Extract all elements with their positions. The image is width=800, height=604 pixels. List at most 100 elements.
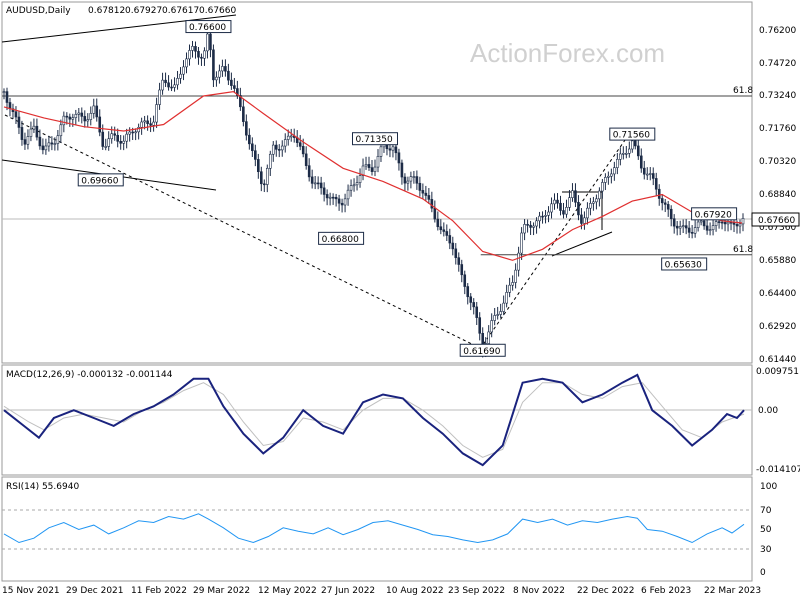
candle — [571, 183, 574, 202]
candle — [568, 190, 571, 211]
candle-body — [289, 135, 293, 138]
candle-body — [155, 104, 158, 123]
price-label-text: 0.76600 — [189, 23, 226, 33]
candle — [334, 193, 338, 207]
candle — [424, 185, 428, 201]
candle-body — [283, 139, 287, 147]
candle — [520, 227, 523, 260]
candle-body — [230, 79, 233, 86]
candle-body — [445, 231, 449, 236]
price-tick: 0.61440 — [759, 355, 796, 365]
candle-body — [415, 176, 419, 184]
candle — [17, 110, 21, 135]
candle — [194, 41, 197, 59]
time-tick: 29 Mar 2022 — [193, 586, 250, 596]
candle-body — [152, 121, 155, 126]
candle-body — [379, 146, 383, 157]
candle — [538, 211, 541, 229]
price-tick: 0.70320 — [759, 157, 796, 167]
candle-body — [568, 197, 571, 208]
candle-body — [242, 106, 245, 122]
candle-body — [337, 198, 341, 204]
candle — [622, 146, 625, 160]
candle — [628, 141, 631, 158]
candle — [149, 117, 152, 133]
candle — [134, 128, 137, 141]
candle — [448, 228, 452, 250]
candle-body — [717, 221, 721, 223]
candle-body — [499, 311, 502, 315]
candle — [666, 201, 670, 217]
price-label-text: 0.71560 — [613, 131, 650, 141]
candle — [610, 168, 613, 184]
candle — [454, 243, 458, 265]
candle — [98, 109, 102, 137]
candle-body — [574, 190, 577, 203]
candle-body — [322, 187, 326, 195]
candle-body — [559, 202, 562, 211]
candle-body — [451, 242, 455, 250]
candle-body — [110, 133, 114, 140]
candle-body — [529, 224, 532, 228]
candle — [589, 197, 592, 216]
price-label: 0.65630 — [661, 257, 708, 271]
rising-dotted-trendline — [479, 129, 633, 350]
price-tick: 0.74720 — [759, 59, 796, 69]
candle-body — [469, 296, 473, 303]
candle-body — [663, 202, 667, 205]
rsi-title: RSI(14) 55.6940 — [6, 482, 79, 492]
rsi-tick: 100 — [760, 482, 777, 492]
price-label-text: 0.65630 — [665, 260, 702, 270]
candle-body — [20, 127, 24, 140]
candle-body — [693, 227, 697, 234]
rsi-tick: 50 — [760, 525, 772, 535]
candle-body — [262, 183, 266, 186]
candle-body — [592, 201, 595, 204]
time-tick: 10 Aug 2022 — [386, 586, 444, 596]
candle-body — [654, 178, 658, 190]
candle — [182, 60, 185, 81]
candle — [188, 44, 191, 66]
time-tick: 11 Feb 2022 — [131, 586, 187, 596]
candle-body — [173, 84, 176, 88]
candle-body — [179, 73, 182, 79]
candle-body — [660, 198, 664, 204]
price-label-box — [351, 132, 398, 146]
candle-body — [726, 221, 730, 225]
candle — [38, 129, 42, 150]
candle-body — [681, 225, 685, 227]
macd-tick: 0.00 — [758, 406, 778, 416]
candle — [388, 143, 392, 158]
candle-body — [436, 218, 440, 228]
price-label: 0.71560 — [609, 127, 656, 141]
price-candles — [2, 29, 745, 358]
candle-body — [553, 199, 556, 205]
candle — [409, 171, 413, 189]
candle-body — [648, 173, 652, 175]
candle-body — [221, 66, 224, 72]
candle — [613, 161, 616, 181]
candle-body — [239, 95, 242, 108]
candle — [83, 110, 87, 128]
falling-dotted-trendline — [4, 114, 483, 350]
candle-body — [194, 46, 197, 52]
candle — [496, 306, 499, 320]
candle-body — [541, 215, 544, 218]
candle-body — [59, 124, 63, 137]
candle — [403, 173, 407, 191]
candle — [711, 218, 715, 236]
time-tick: 22 Dec 2022 — [577, 586, 635, 596]
watermark: ActionForex.com — [470, 38, 665, 68]
candle-body — [224, 66, 227, 72]
candle-body — [23, 139, 27, 145]
candle-body — [412, 176, 416, 178]
macd-tick: -0.014107 — [756, 465, 800, 475]
candle — [355, 175, 359, 191]
current-price-box — [751, 212, 800, 227]
candle-body — [424, 192, 428, 196]
candle-body — [538, 215, 541, 222]
candle-body — [89, 113, 93, 120]
candle — [191, 40, 194, 58]
candle — [248, 128, 251, 150]
current-price-tag: 0.67660 — [751, 212, 800, 227]
